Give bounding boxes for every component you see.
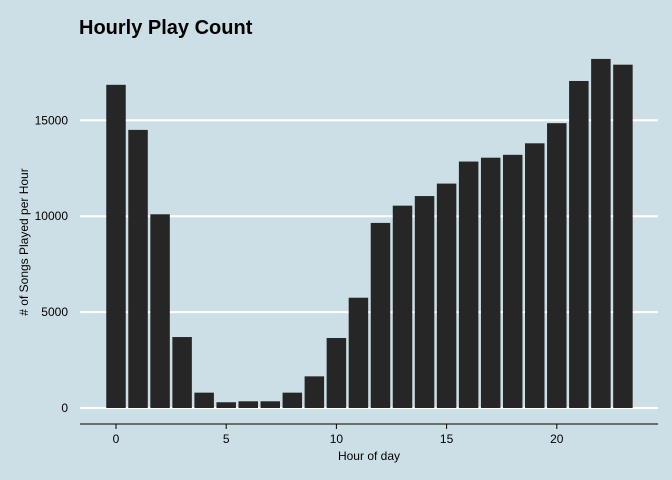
bar-hour-14 bbox=[414, 196, 435, 408]
bar-hour-18 bbox=[502, 154, 523, 408]
bars bbox=[106, 58, 633, 409]
y-axis-ticks: 0 5000 10000 15000 bbox=[35, 113, 69, 415]
bar-hour-13 bbox=[392, 205, 413, 408]
bar-hour-16 bbox=[458, 161, 479, 408]
bar-hour-19 bbox=[525, 143, 545, 409]
x-tick-label: 10 bbox=[330, 432, 344, 446]
bar-hour-11 bbox=[348, 297, 369, 408]
bar-hour-6 bbox=[238, 401, 258, 408]
bar-hour-9 bbox=[304, 376, 325, 408]
y-tick-label: 10000 bbox=[35, 209, 69, 223]
bar-hour-10 bbox=[326, 337, 347, 408]
bar-hour-23 bbox=[613, 64, 633, 408]
x-tick-label: 20 bbox=[550, 432, 564, 446]
bar-hour-3 bbox=[172, 337, 192, 408]
bar-hour-21 bbox=[569, 80, 589, 408]
x-tick-label: 15 bbox=[440, 432, 454, 446]
y-axis-title: # of Songs Played per Hour bbox=[17, 168, 31, 315]
bar-hour-22 bbox=[591, 58, 611, 408]
bar-hour-5 bbox=[216, 402, 236, 408]
bar-hour-7 bbox=[260, 401, 281, 408]
y-tick-label: 0 bbox=[61, 401, 68, 415]
x-axis-title: Hour of day bbox=[338, 449, 400, 463]
bar-hour-2 bbox=[150, 214, 170, 408]
bar-hour-1 bbox=[128, 129, 148, 408]
y-tick-label: 15000 bbox=[35, 113, 69, 127]
bar-hour-12 bbox=[370, 222, 391, 408]
bar-hour-4 bbox=[194, 392, 214, 408]
x-tick-label: 0 bbox=[113, 432, 120, 446]
bar-hour-15 bbox=[436, 183, 457, 408]
x-axis: 0 5 10 15 20 bbox=[80, 423, 658, 446]
bar-hour-8 bbox=[282, 392, 303, 408]
bar-hour-17 bbox=[480, 157, 501, 408]
bar-hour-0 bbox=[106, 84, 126, 408]
bar-hour-20 bbox=[547, 123, 567, 408]
x-tick-label: 5 bbox=[223, 432, 230, 446]
y-tick-label: 5000 bbox=[41, 305, 68, 319]
chart-title: Hourly Play Count bbox=[79, 17, 253, 39]
